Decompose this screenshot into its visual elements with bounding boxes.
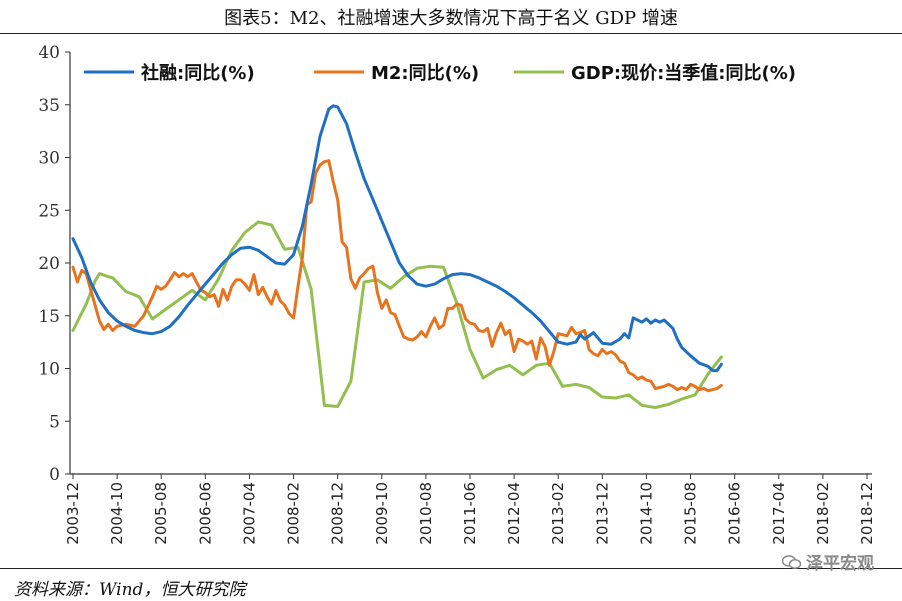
x-tick-label: 2013-02 [549,482,567,545]
x-tick-label: 2014-10 [637,482,655,545]
x-tick-label: 2008-12 [329,482,347,545]
chart-title: 图表5：M2、社融增速大多数情况下高于名义 GDP 增速 [224,8,678,29]
y-tick-label: 35 [38,96,60,116]
legend-label-2: GDP:现价:当季值:同比(%) [571,62,796,84]
x-tick-label: 2018-12 [858,482,876,545]
legend-label-0: 社融:同比(%) [141,62,255,84]
x-tick-label: 2004-10 [108,482,126,545]
y-tick-label: 40 [38,43,60,63]
series-line-2 [71,220,723,409]
x-tick-label: 2016-06 [726,482,744,545]
y-tick-label: 15 [38,307,60,327]
y-tick-label: 0 [49,465,60,485]
y-tick-label: 20 [38,254,60,274]
title-top-rule [0,33,902,34]
line-chart: 0 5 10 15 20 25 30 35 40 2003-12 2004-10 2005-08 200… [38,43,876,545]
x-tick-label: 2009-10 [373,482,391,545]
series-line-1 [71,159,723,393]
x-tick-label: 2011-06 [461,482,479,545]
x-tick-label: 2013-12 [593,482,611,545]
x-tick-label: 2010-08 [417,482,435,545]
legend-label-1: M2:同比(%) [371,63,479,84]
source-note: 资料来源：Wind，恒大研究院 [14,580,246,600]
x-tick-label: 2005-08 [152,482,170,545]
wechat-icon [782,554,802,569]
y-tick-label: 25 [38,201,60,221]
source-rule [0,568,902,569]
x-tick-label: 2015-08 [682,482,700,545]
x-tick-label: 2008-02 [285,482,303,545]
watermark: 泽平宏观 [782,549,874,574]
x-tick-label: 2007-04 [240,482,258,545]
y-tick-label: 5 [49,412,60,432]
watermark-text: 泽平宏观 [806,554,874,574]
x-tick-label: 2006-06 [196,482,214,545]
x-tick-label: 2003-12 [64,482,82,545]
y-tick-label: 10 [38,360,60,380]
x-tick-label: 2012-04 [505,482,523,545]
series-line-0 [71,104,723,373]
x-tick-label: 2018-02 [814,482,832,545]
y-tick-label: 30 [38,149,60,169]
x-tick-label: 2017-04 [770,482,788,545]
